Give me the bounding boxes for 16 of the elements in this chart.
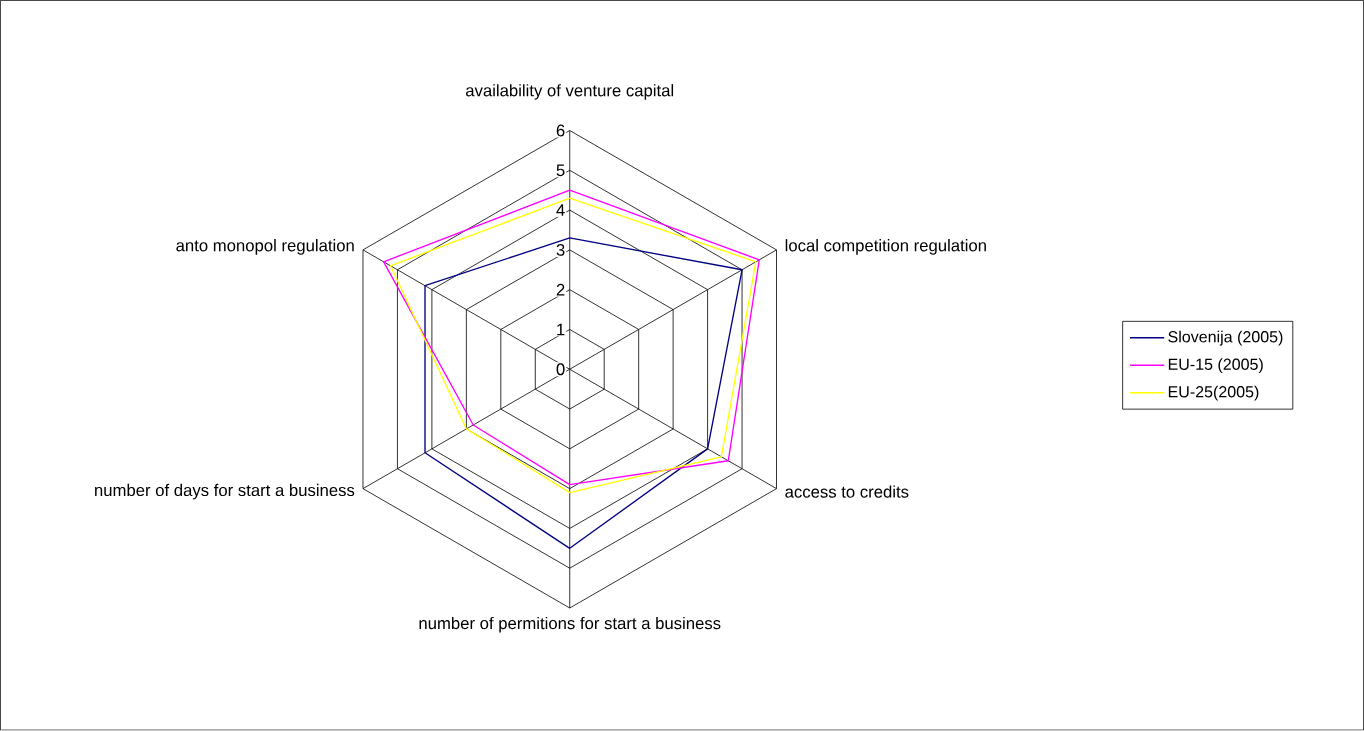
- y-tick-label: 2: [556, 284, 565, 296]
- y-tick-label: 5: [556, 164, 565, 177]
- y-tick-label: 4: [556, 204, 565, 217]
- spoke-label: number of days for start a business: [95, 484, 355, 500]
- spoke-label: anto monopol regulation: [176, 239, 354, 255]
- legend-label: EU-15 (2005): [1168, 358, 1263, 374]
- legend-label: EU-25(2005): [1168, 385, 1259, 401]
- spoke-label: access to credits: [785, 485, 909, 498]
- y-tick-label: 1: [557, 323, 565, 336]
- spoke-label: local competition regulation: [785, 239, 986, 255]
- y-tick-label: 0: [556, 363, 565, 376]
- y-tick-label: 3: [556, 244, 565, 257]
- legend-label: Slovenija (2005): [1168, 330, 1283, 346]
- spoke-label: availability of venture capital: [465, 84, 674, 100]
- y-tick-label: 6: [556, 124, 565, 137]
- spoke-label: number of permitions for start a business: [419, 617, 721, 633]
